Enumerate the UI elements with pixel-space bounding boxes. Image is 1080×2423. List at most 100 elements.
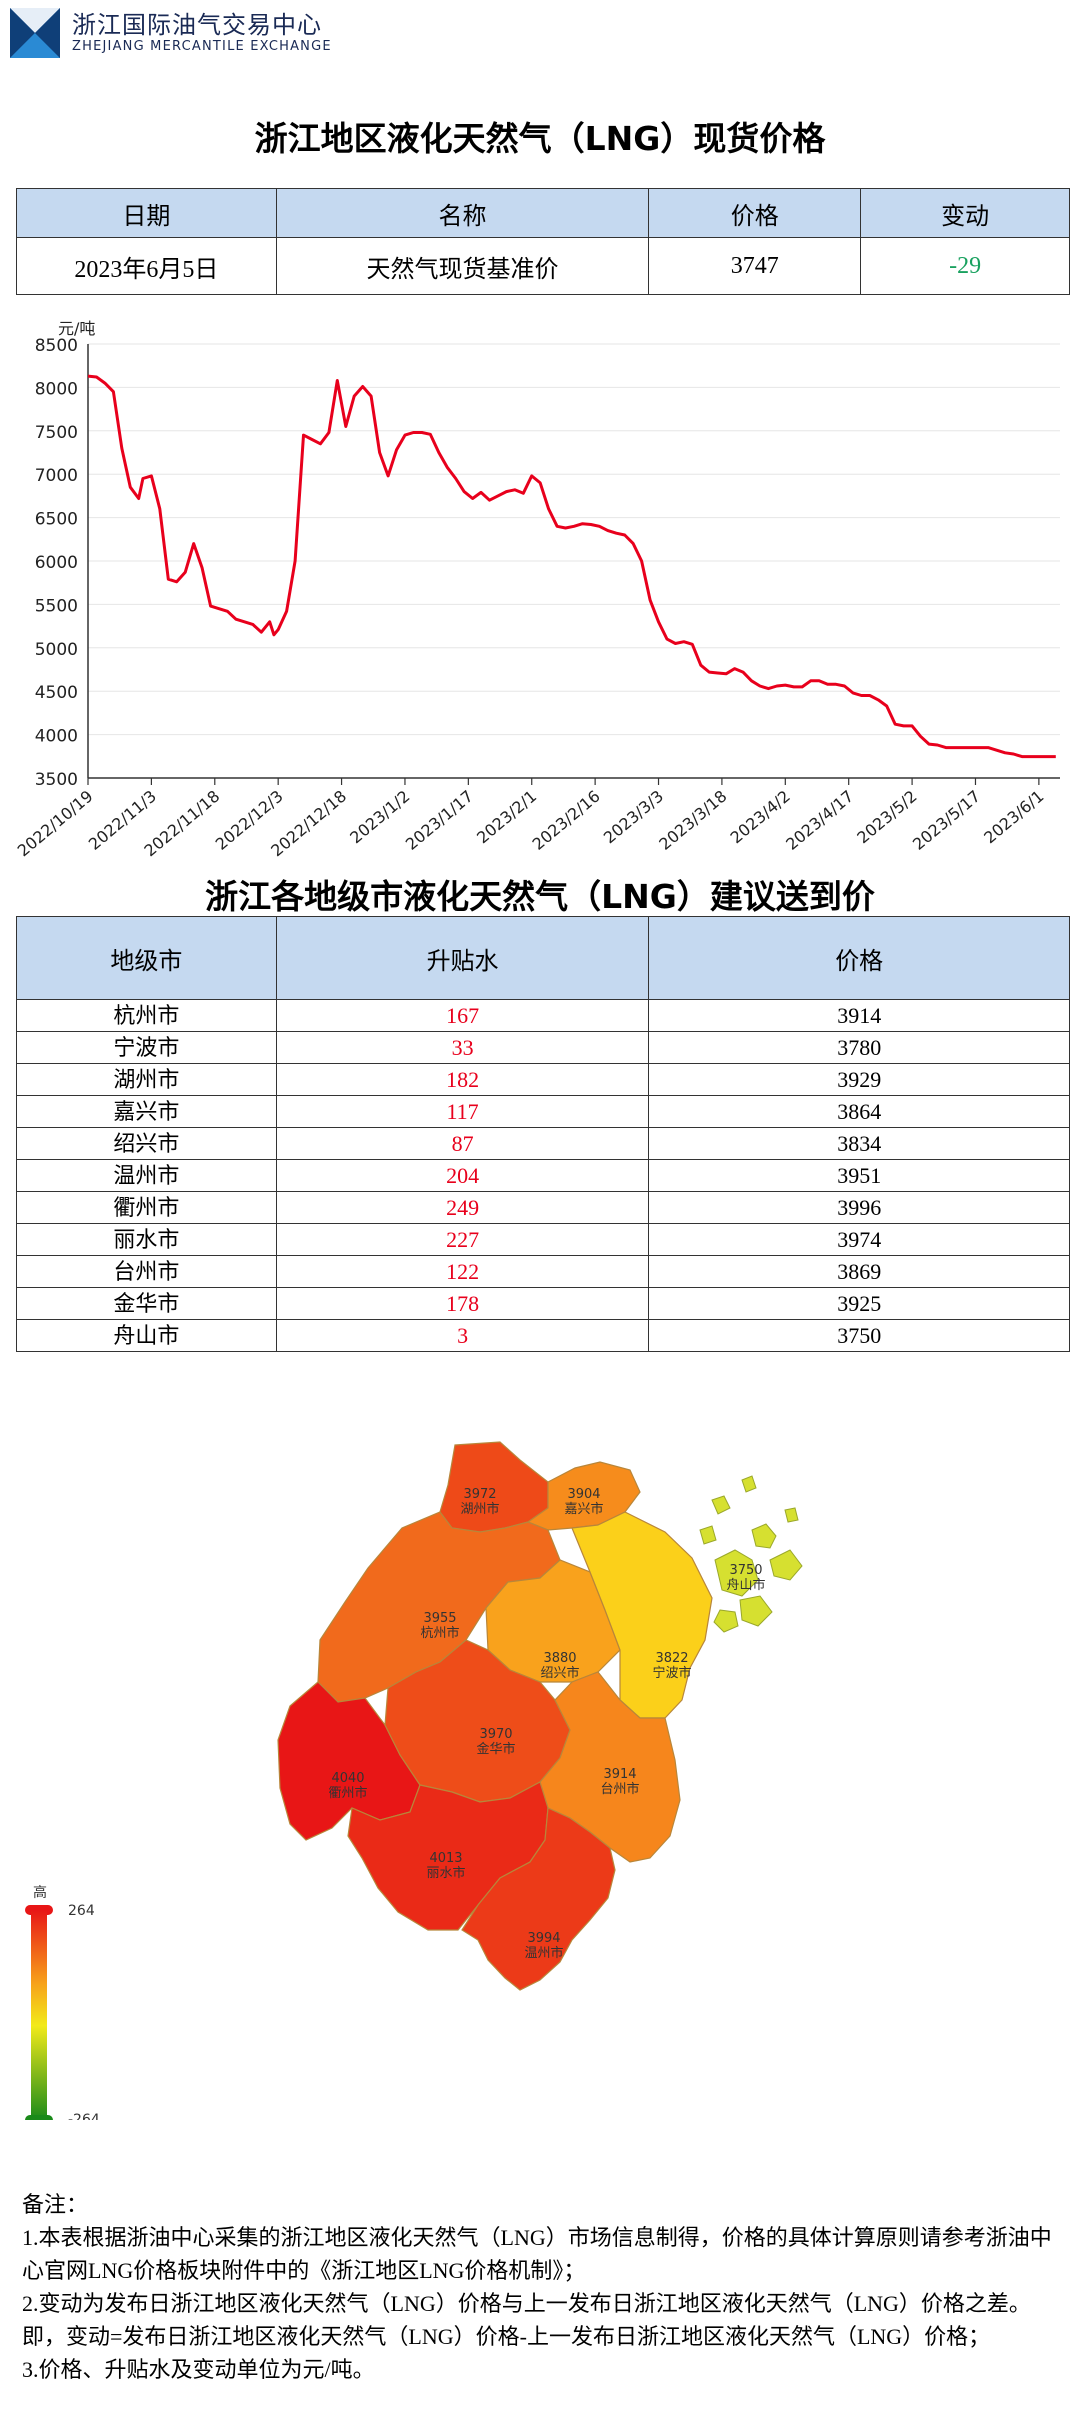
city-price: 3750 — [648, 1319, 1070, 1352]
city-name: 衢州市 — [16, 1191, 277, 1224]
price-series-line — [87, 374, 1056, 759]
map-region-shape — [461, 1807, 616, 1991]
map-region-name: 绍兴市 — [540, 1665, 579, 1681]
y-tick-label: 8000 — [35, 379, 78, 399]
legend-high-label: 高 — [33, 1884, 47, 1901]
island-shape — [714, 1549, 759, 1597]
map-region-price: 3822 — [655, 1651, 688, 1666]
table-row: 杭州市 167 3914 — [16, 999, 1070, 1032]
city-name: 嘉兴市 — [16, 1095, 277, 1128]
spot-price-table: 日期 名称 价格 变动 2023年6月5日 天然气现货基准价 3747 -29 — [16, 188, 1070, 295]
zhejiang-price-map: 3972湖州市3904嘉兴市3955杭州市3880绍兴市3822宁波市4040衢… — [25, 1441, 803, 2120]
x-tick-label: 2023/1/17 — [402, 787, 477, 854]
y-tick-label: 3500 — [35, 770, 78, 790]
map-region-name: 温州市 — [524, 1945, 563, 1961]
city-price: 3914 — [648, 999, 1070, 1032]
map-region-price: 3750 — [729, 1563, 762, 1578]
city-price: 3996 — [648, 1191, 1070, 1224]
map-region-name: 嘉兴市 — [564, 1501, 603, 1517]
notes: 备注： 1.本表根据浙油中心采集的浙江地区液化天然气（LNG）市场信息制得，价格… — [22, 2188, 1062, 2386]
map-region-shape — [571, 1511, 713, 1719]
city-price: 3780 — [648, 1031, 1070, 1064]
y-tick-label: 4500 — [35, 683, 78, 703]
map-region-price: 3914 — [603, 1767, 636, 1782]
table-row: 绍兴市 87 3834 — [16, 1127, 1070, 1160]
table-row: 宁波市 33 3780 — [16, 1031, 1070, 1064]
city-diff: 117 — [275, 1095, 650, 1128]
spot-name: 天然气现货基准价 — [275, 237, 650, 295]
note-item-3: 3.价格、升贴水及变动单位为元/吨。 — [22, 2357, 375, 2382]
table-row: 湖州市 182 3929 — [16, 1063, 1070, 1096]
island-shape — [711, 1495, 731, 1515]
city-name: 温州市 — [16, 1159, 277, 1192]
y-tick-label: 8500 — [35, 336, 78, 356]
island-shape — [784, 1507, 799, 1523]
city-price: 3925 — [648, 1287, 1070, 1320]
y-tick-label: 5500 — [35, 596, 78, 616]
island-shape — [699, 1525, 717, 1545]
column-header-diff: 升贴水 — [275, 916, 650, 1000]
map-region-price: 3994 — [527, 1931, 560, 1946]
y-axis-unit-label: 元/吨 — [58, 319, 95, 338]
logo-name-en: ZHEJIANG MERCANTILE EXCHANGE — [72, 39, 332, 54]
map-region-name: 湖州市 — [460, 1501, 499, 1517]
city-diff: 227 — [275, 1223, 650, 1256]
map-region-name: 宁波市 — [652, 1665, 691, 1681]
city-name: 湖州市 — [16, 1063, 277, 1096]
spot-change: -29 — [860, 237, 1070, 295]
column-header-price: 价格 — [648, 188, 862, 238]
logo-name-cn: 浙江国际油气交易中心 — [72, 11, 322, 39]
x-tick-label: 2023/4/17 — [782, 787, 857, 854]
x-tick-label: 2023/5/17 — [909, 787, 984, 854]
table-row: 台州市 122 3869 — [16, 1255, 1070, 1288]
table-row: 温州市 204 3951 — [16, 1159, 1070, 1192]
table-row: 丽水市 227 3974 — [16, 1223, 1070, 1256]
legend-max-value: 264 — [68, 1903, 95, 1919]
x-tick-label: 2023/3/18 — [655, 787, 730, 854]
column-header-date: 日期 — [16, 188, 277, 238]
table-row: 衢州市 249 3996 — [16, 1191, 1070, 1224]
column-header-price: 价格 — [648, 916, 1070, 1000]
table-row: 嘉兴市 117 3864 — [16, 1095, 1070, 1128]
city-price-table: 地级市 升贴水 价格 杭州市 167 3914 宁波市 33 3780 湖州市 182 3929… — [16, 916, 1070, 1352]
map-region-price: 4040 — [331, 1771, 364, 1786]
map-region-price: 3955 — [423, 1611, 456, 1626]
table-header-row: 日期 名称 价格 变动 — [16, 188, 1070, 238]
map-region-name: 舟山市 — [726, 1577, 765, 1593]
city-name: 台州市 — [16, 1255, 277, 1288]
note-item-1: 1.本表根据浙油中心采集的浙江地区液化天然气（LNG）市场信息制得，价格的具体计… — [22, 2225, 1052, 2283]
map-region-name: 衢州市 — [328, 1785, 367, 1801]
island-shape — [739, 1595, 773, 1627]
map-region-name: 金华市 — [476, 1741, 515, 1757]
column-header-change: 变动 — [860, 188, 1070, 238]
island-shape — [741, 1475, 757, 1493]
island-shape — [751, 1523, 777, 1549]
spot-price-title: 浙江地区液化天然气（LNG）现货价格 — [254, 119, 826, 158]
city-diff: 87 — [275, 1127, 650, 1160]
exchange-logo-icon — [10, 8, 60, 58]
city-diff: 167 — [275, 999, 650, 1032]
city-name: 绍兴市 — [16, 1127, 277, 1160]
map-region-price: 4013 — [429, 1851, 462, 1866]
legend-bottom-handle[interactable] — [25, 2115, 53, 2120]
city-name: 丽水市 — [16, 1223, 277, 1256]
y-tick-label: 4000 — [35, 727, 78, 747]
x-tick-label: 2022/10/19 — [14, 787, 97, 861]
y-tick-label: 6000 — [35, 553, 78, 573]
city-price: 3834 — [648, 1127, 1070, 1160]
city-name: 金华市 — [16, 1287, 277, 1320]
island-shape — [713, 1609, 739, 1633]
logo: 浙江国际油气交易中心 ZHEJIANG MERCANTILE EXCHANGE — [10, 8, 332, 58]
map-region-price: 3970 — [479, 1727, 512, 1742]
legend-min-value: -264 — [68, 2112, 100, 2120]
notes-title: 备注： — [22, 2192, 89, 2217]
